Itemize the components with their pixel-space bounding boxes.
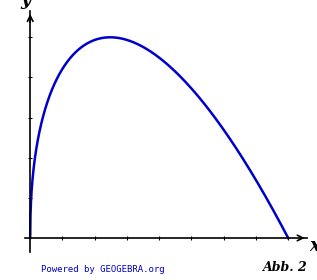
Text: y: y <box>20 0 31 9</box>
Text: Powered by GEOGEBRA.org: Powered by GEOGEBRA.org <box>41 265 165 274</box>
Text: x: x <box>309 237 317 255</box>
Text: Abb. 2: Abb. 2 <box>263 261 307 274</box>
